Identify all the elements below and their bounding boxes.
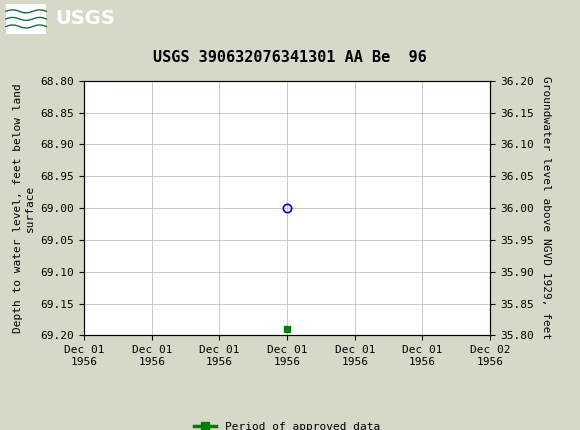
FancyBboxPatch shape xyxy=(6,4,46,34)
Text: USGS 390632076341301 AA Be  96: USGS 390632076341301 AA Be 96 xyxy=(153,50,427,64)
Text: USGS: USGS xyxy=(55,9,115,28)
Y-axis label: Groundwater level above NGVD 1929, feet: Groundwater level above NGVD 1929, feet xyxy=(541,77,550,340)
Y-axis label: Depth to water level, feet below land
surface: Depth to water level, feet below land su… xyxy=(13,83,35,333)
Legend: Period of approved data: Period of approved data xyxy=(190,418,385,430)
